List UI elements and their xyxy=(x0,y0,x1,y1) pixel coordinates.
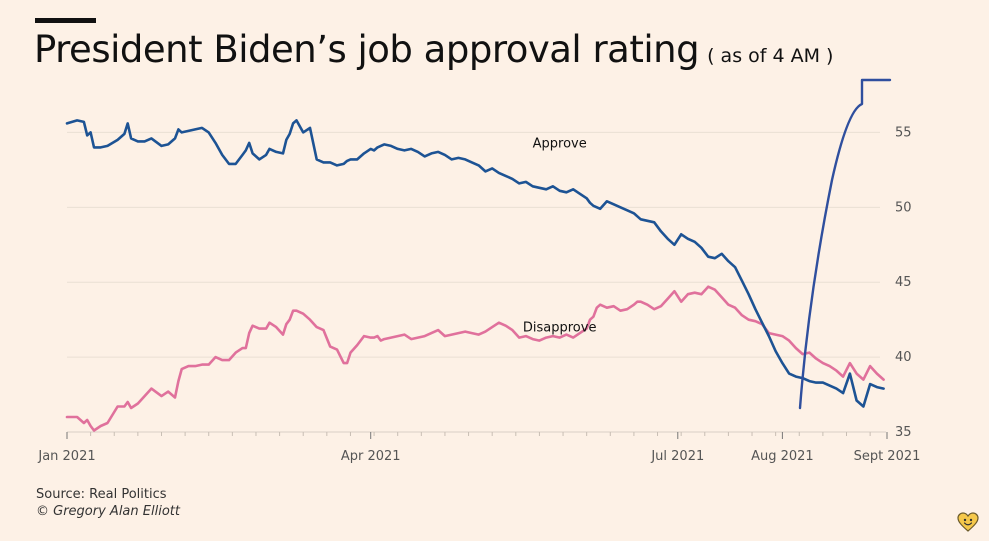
chart-subtitle: ( as of 4 AM ) xyxy=(707,45,834,67)
x-tick-label: Apr 2021 xyxy=(341,449,401,464)
x-tick-label: Jul 2021 xyxy=(650,449,704,464)
y-tick-label: 45 xyxy=(895,275,912,290)
x-tick-label: Jan 2021 xyxy=(37,449,95,464)
y-tick-label: 55 xyxy=(895,125,912,140)
chart-title-block: President Biden’s job approval rating ( a… xyxy=(34,28,833,71)
source-note: Source: Real Politics xyxy=(36,487,167,502)
chart-title: President Biden’s job approval rating xyxy=(34,28,700,71)
y-tick-label: 50 xyxy=(895,200,912,215)
approve-series-line xyxy=(65,119,885,408)
x-tick-label: Aug 2021 xyxy=(751,449,814,464)
hand-drawn-annotation-stroke xyxy=(798,78,892,410)
source-block: Source: Real Politics © Gregory Alan Ell… xyxy=(36,486,180,520)
approve-series-label: Approve xyxy=(533,136,587,151)
credit-note: © Gregory Alan Elliott xyxy=(36,504,180,519)
y-tick-label: 40 xyxy=(895,350,912,365)
y-tick-label: 35 xyxy=(895,425,912,440)
disapprove-series-line xyxy=(65,285,885,432)
disapprove-series-label: Disapprove xyxy=(523,321,597,336)
title-rule xyxy=(35,18,96,23)
heart-face-logo-icon xyxy=(957,512,979,532)
x-tick-label: Sept 2021 xyxy=(854,449,921,464)
